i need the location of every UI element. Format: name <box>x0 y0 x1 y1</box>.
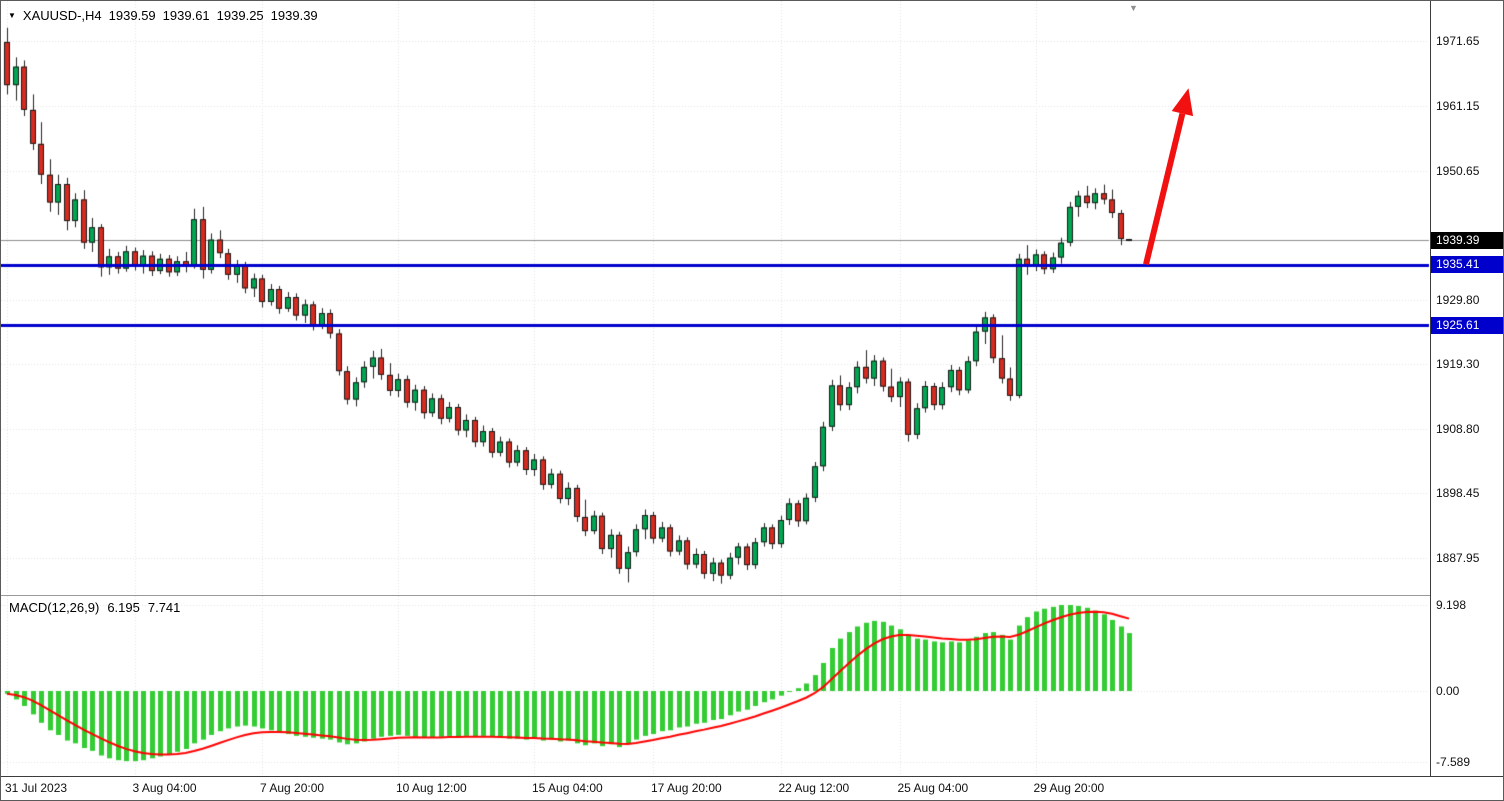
symbol-timeframe-label: XAUUSD-,H4 <box>22 8 102 23</box>
price-axis-label: 1971.65 <box>1436 34 1480 48</box>
price-axis[interactable]: 1939.39 1935.41 1925.61 1971.65 1961.15 19… <box>1430 1 1503 776</box>
time-axis[interactable]: 31 Jul 2023 3 Aug 04:00 7 Aug 20:00 10 Aug … <box>1 777 1430 800</box>
support-level-tag: 1925.61 <box>1431 316 1503 334</box>
ohlc-close-value: 1939.39 <box>270 8 318 23</box>
resistance-level-tag: 1935.41 <box>1431 256 1503 274</box>
price-axis-label: 1919.30 <box>1436 357 1480 372</box>
time-axis-label: 17 Aug 20:00 <box>651 781 722 795</box>
macd-axis-label: 0.00 <box>1436 684 1460 698</box>
macd-axis-label: -7.589 <box>1436 754 1471 769</box>
ohlc-high-value: 1939.61 <box>162 8 210 23</box>
macd-pane-canvas[interactable] <box>1 596 1430 776</box>
price-chart-canvas[interactable] <box>1 1 1430 595</box>
price-axis-label: 1961.15 <box>1436 98 1480 113</box>
ohlc-open-value: 1939.59 <box>108 8 156 23</box>
time-axis-label: 25 Aug 04:00 <box>897 781 969 795</box>
time-axis-separator <box>1 776 1503 777</box>
price-axis-label: 1950.65 <box>1436 163 1480 178</box>
time-axis-label: 31 Jul 2023 <box>5 781 68 795</box>
indicator-name: MACD(12,26,9) <box>9 600 100 615</box>
price-axis-label: 1898.45 <box>1436 486 1480 501</box>
pane-separator[interactable] <box>1 595 1503 596</box>
price-axis-label: 1908.80 <box>1436 422 1480 437</box>
time-axis-label: 10 Aug 12:00 <box>396 781 467 795</box>
time-axis-label: 7 Aug 20:00 <box>260 781 325 795</box>
indicator-main-value: 6.195 <box>107 600 140 615</box>
time-axis-label: 15 Aug 04:00 <box>532 781 603 795</box>
ohlc-low-value: 1939.25 <box>216 8 264 23</box>
macd-indicator-label: MACD(12,26,9) 6.195 7.741 <box>9 600 180 615</box>
price-axis-label: 1887.95 <box>1436 551 1480 565</box>
time-axis-label: 22 Aug 12:00 <box>778 781 850 795</box>
macd-axis-label: 9.198 <box>1436 597 1467 612</box>
indicator-signal-value: 7.741 <box>147 600 181 615</box>
price-axis-label: 1929.80 <box>1436 292 1480 307</box>
current-price-tag: 1939.39 <box>1431 231 1503 249</box>
time-axis-label: 3 Aug 04:00 <box>132 781 197 795</box>
symbol-dropdown-icon: ▼ <box>8 10 16 20</box>
chart-shift-marker-icon[interactable]: ▼ <box>1129 3 1138 13</box>
time-axis-label: 29 Aug 20:00 <box>1033 781 1105 795</box>
symbol-header: ▼ XAUUSD-,H4 1939.59 1939.61 1939.25 193… <box>8 8 318 23</box>
